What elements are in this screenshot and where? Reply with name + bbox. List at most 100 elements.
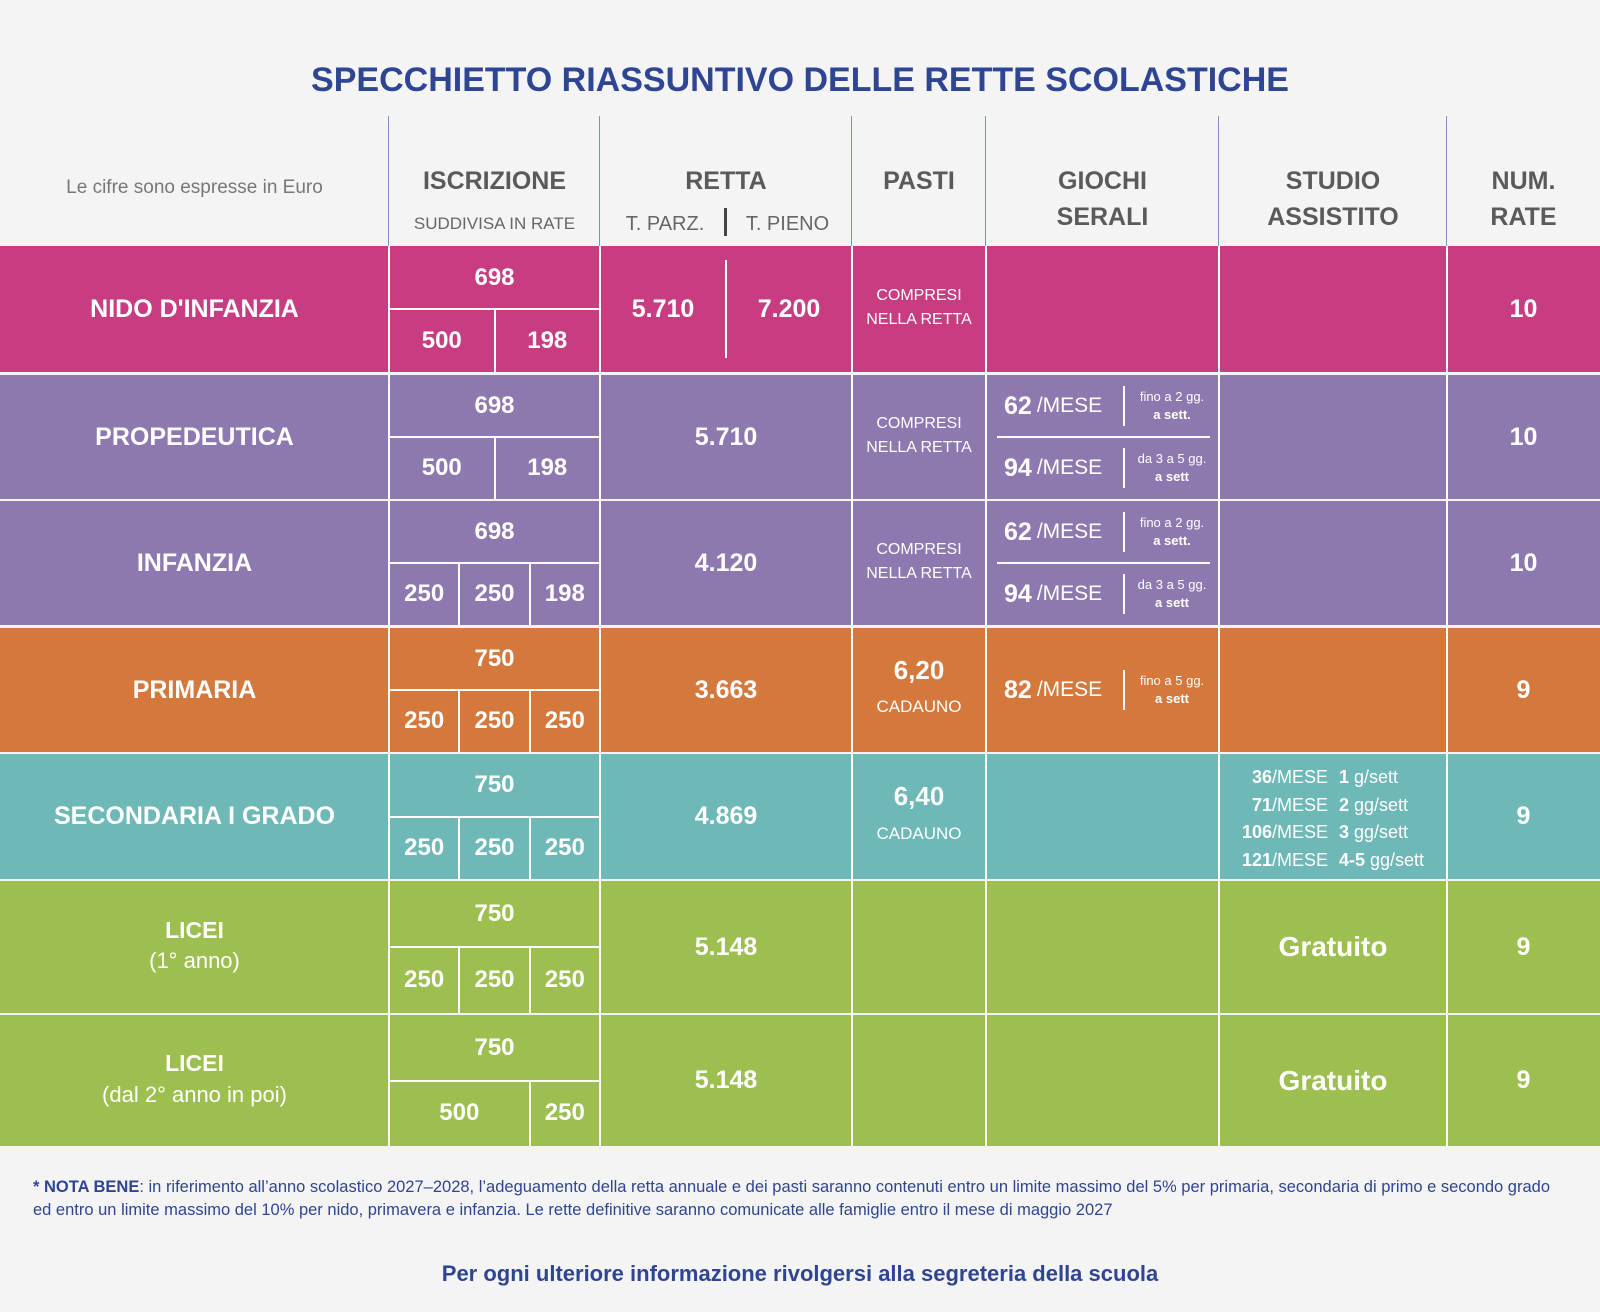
divider [599,1015,601,1146]
retta-value: 3.663 [694,675,758,704]
row-bg [0,754,1600,879]
giochi-entry: 94/MESE [1004,576,1124,612]
iscrizione-part: 250 [544,1099,585,1127]
studio-unit: /MESE [1272,849,1329,870]
row-name: SECONDARIA I GRADO [53,802,336,830]
studio-days-unit: gg/sett [1370,849,1425,870]
divider [599,246,601,372]
giochi-note: da 3 a 5 gg. [1137,576,1207,592]
pasti-unit: CADAUNO [876,697,962,716]
divider [1123,512,1125,552]
giochi-unit: /MESE [1036,456,1103,479]
divider [997,562,1210,564]
divider [851,246,853,372]
divider [528,1080,531,1146]
giochi-unit: /MESE [1036,678,1103,701]
studio-days-unit: gg/sett [1354,794,1409,815]
header-pieno: T. PIENO [745,212,830,235]
divider [724,208,727,236]
divider [985,628,987,752]
iscrizione-part: 500 [421,454,462,481]
studio-line: 71/MESE 2 gg/sett [1219,792,1447,819]
divider [458,563,461,625]
iscrizione-total: 750 [474,1033,515,1061]
row-sub: (dal 2° anno in poi) [102,1081,287,1107]
studio-amount: 121 [1241,849,1272,870]
giochi-entry: 82/MESE [1004,672,1124,708]
iscrizione-part: 250 [544,833,585,861]
divider [599,881,601,1013]
iscrizione-part: 198 [544,580,585,607]
retta-value: 4.869 [694,802,758,830]
divider [1123,670,1125,710]
iscrizione-part: 500 [439,1099,480,1127]
iscrizione-total: 698 [474,392,515,419]
header-rate: NUM. [1491,166,1556,195]
header-studio: STUDIO [1285,166,1381,195]
iscrizione-part: 250 [544,707,585,734]
iscrizione-total: 698 [474,263,515,291]
iscrizione-part: 250 [544,966,585,993]
studio-unit: /MESE [1272,822,1329,842]
divider [528,947,531,1013]
divider [389,815,600,818]
divider [1218,754,1220,879]
row-sub: (1° anno) [149,948,240,973]
divider [599,501,601,625]
iscrizione-total: 698 [474,518,515,545]
studio-unit: /MESE [1272,767,1329,787]
divider [985,246,987,372]
iscrizione-part: 500 [421,326,462,354]
studio-line: 36/MESE 1 g/sett [1219,764,1447,791]
title: SPECCHIETTO RIASSUNTIVO DELLE RETTE SCOL… [311,60,1289,99]
divider [1446,628,1448,752]
divider [1446,1015,1448,1146]
divider [1446,246,1448,372]
divider [389,689,600,691]
divider [985,881,987,1013]
row-name: LICEI [165,916,224,943]
pasti-unit: CADAUNO [876,823,962,843]
divider [985,1015,987,1146]
divider [851,628,853,752]
divider [493,309,496,372]
rate-value: 10 [1509,294,1538,323]
giochi-amount: 62 [1004,517,1032,546]
divider [1123,386,1125,426]
studio-days: 3 [1339,822,1350,842]
retta-value: 5.710 [631,294,695,323]
iscrizione-total: 750 [474,900,515,927]
rate-value: 10 [1509,548,1538,577]
divider [1218,246,1220,372]
divider [389,1079,600,1082]
retta-value: 7.200 [757,294,821,323]
giochi-entry: 62/MESE [1004,388,1124,424]
divider [388,116,389,246]
rate-value: 9 [1516,802,1531,830]
divider [599,375,601,499]
header-studio: ASSISTITO [1267,202,1399,231]
pasti-text: NELLA RETTA [866,311,972,328]
studio-text: Gratuito [1278,1064,1388,1096]
studio-amount: 71 [1251,794,1272,815]
iscrizione-total: 750 [474,645,515,672]
divider [851,501,853,625]
studio-days: 1 [1339,767,1350,787]
studio-unit: /MESE [1272,794,1329,815]
giochi-entry: 62/MESE [1004,514,1124,550]
divider [1446,116,1447,246]
divider [1446,881,1448,1013]
divider [851,116,852,246]
divider [528,563,531,625]
header-sub: SUDDIVISA IN RATE [413,214,576,233]
studio-line: 106/MESE 3 gg/sett [1219,819,1447,846]
row-name: INFANZIA [136,548,253,577]
row-bg [0,881,1600,1013]
giochi-note: a sett [1155,594,1189,610]
row-bg [0,375,1600,499]
retta-value: 5.148 [694,1066,758,1094]
iscrizione-part: 198 [527,454,568,481]
footnote-label: * NOTA BENE [33,1178,140,1196]
giochi-amount: 94 [1004,579,1032,608]
